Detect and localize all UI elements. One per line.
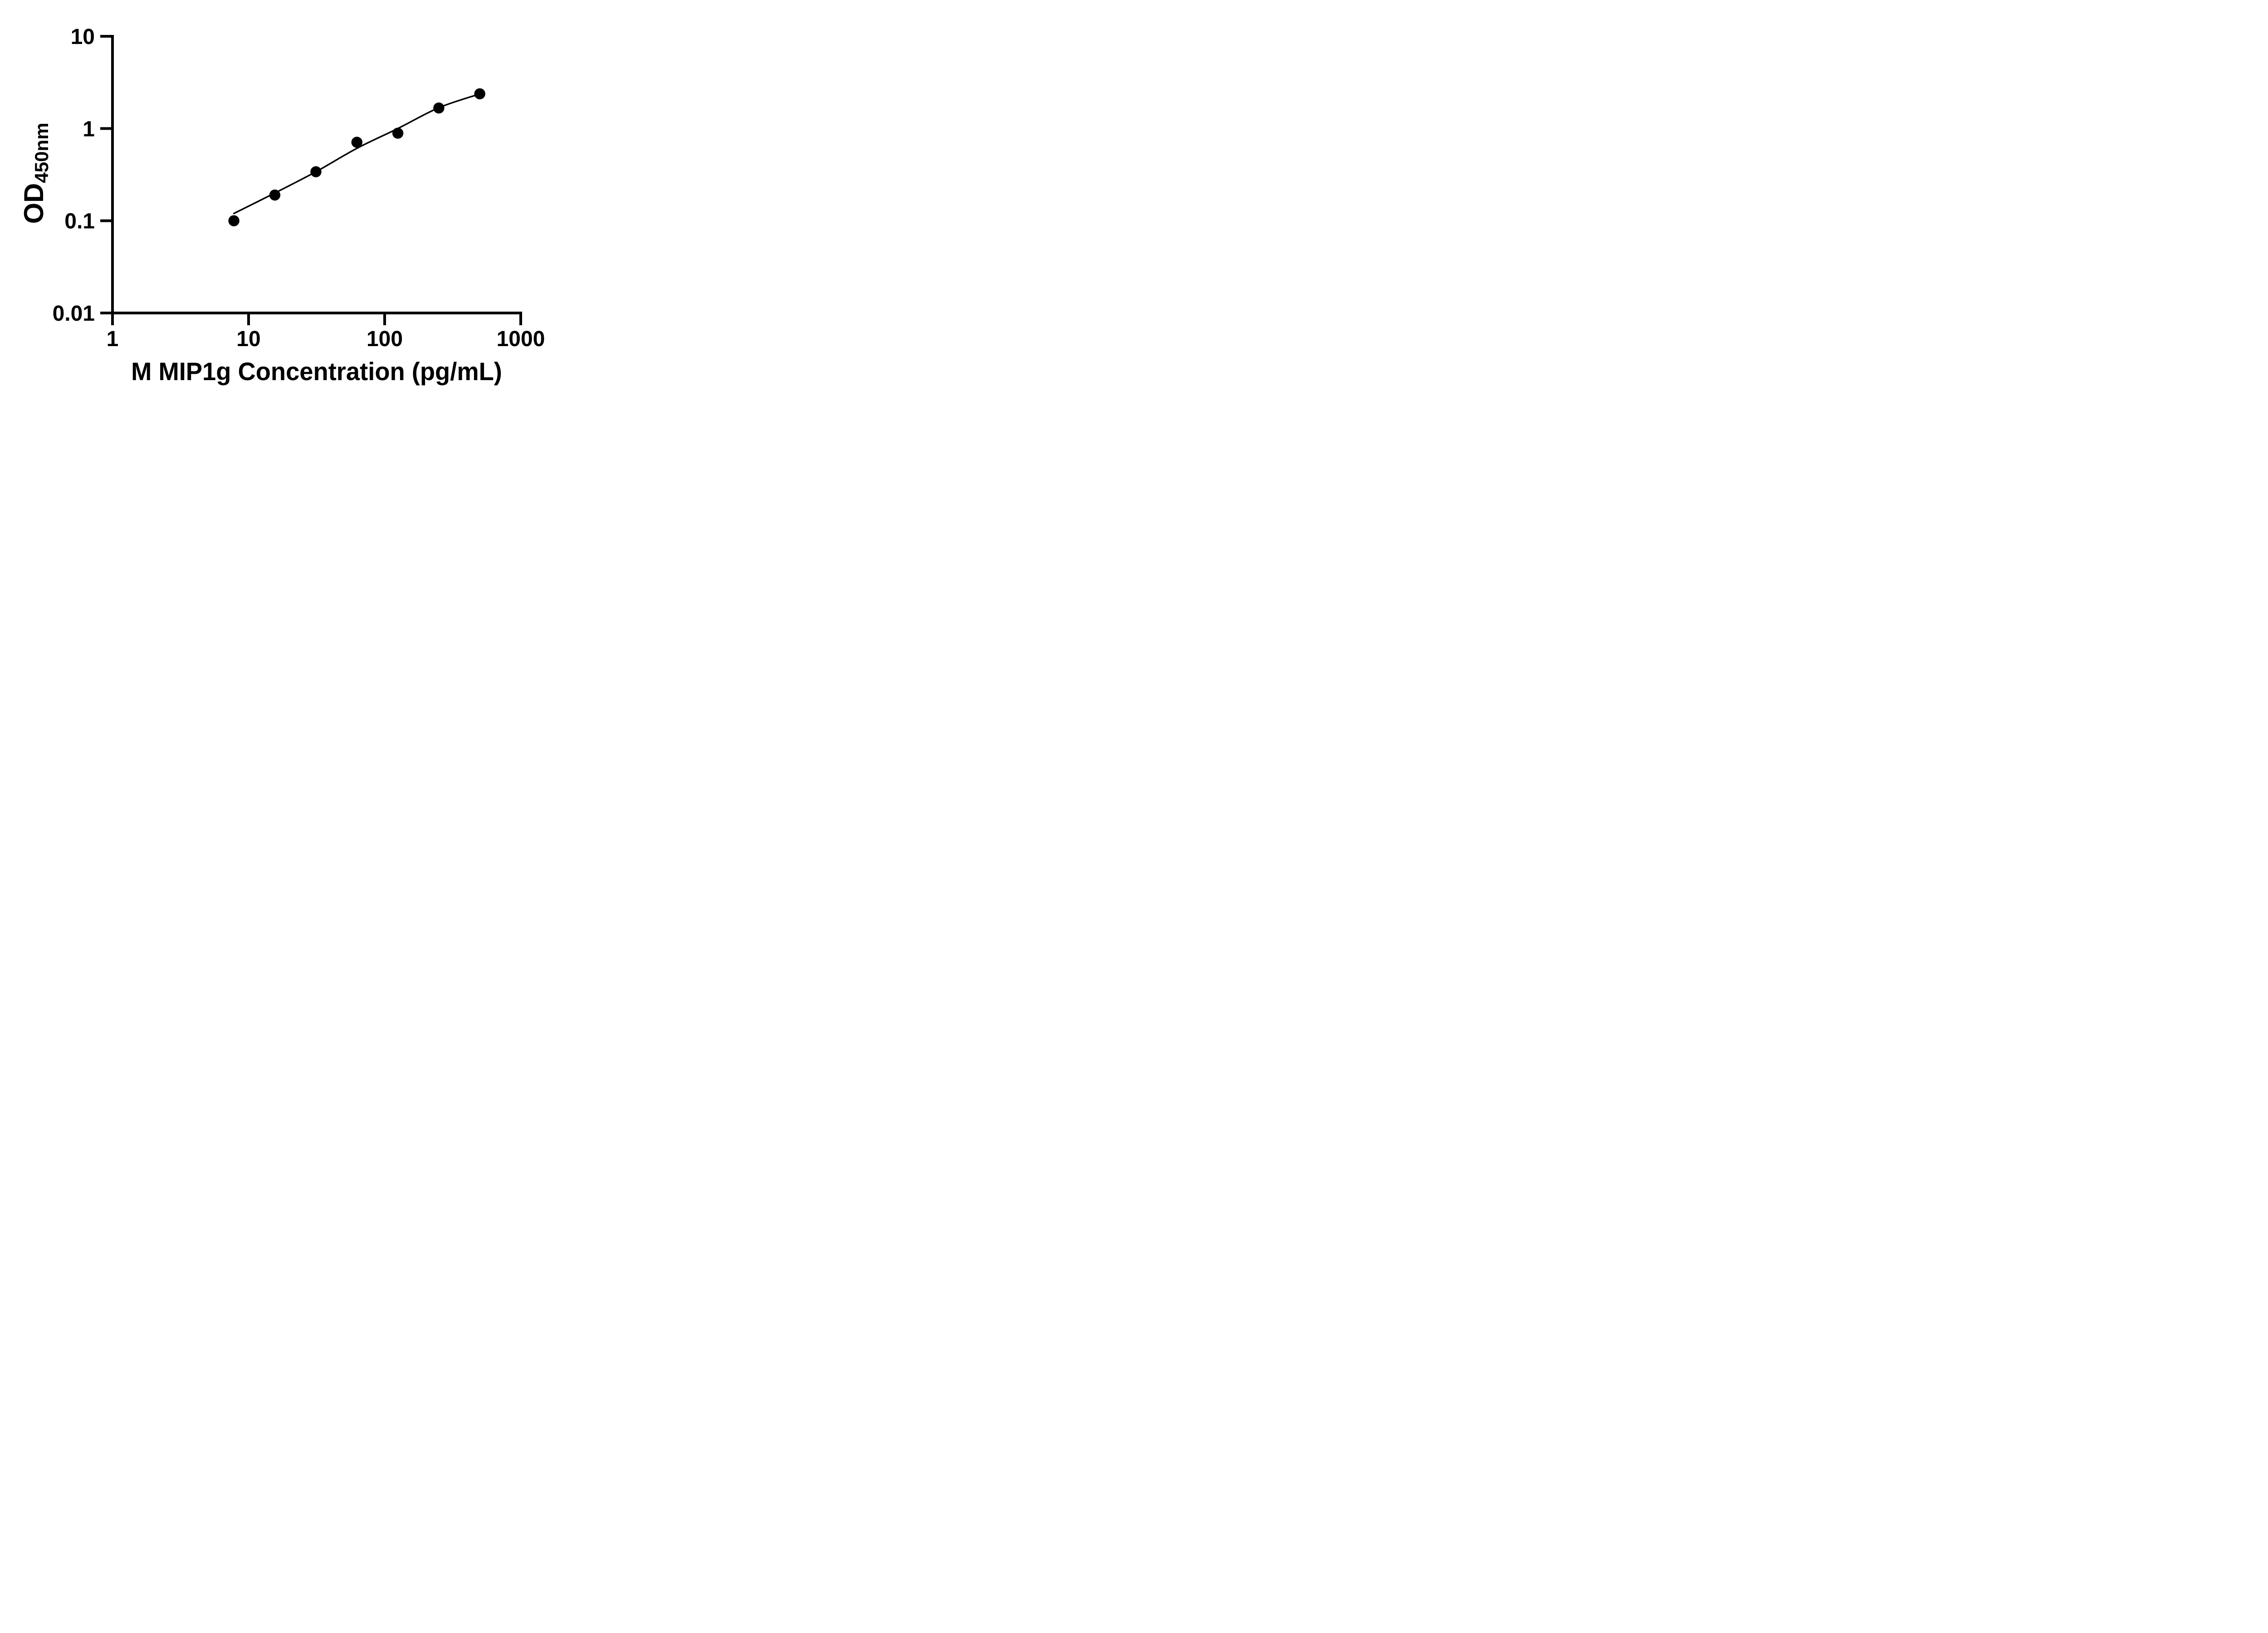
data-point [392, 127, 404, 139]
y-tick [100, 312, 111, 314]
data-point [474, 88, 485, 99]
data-point [433, 102, 445, 114]
data-point [351, 137, 362, 148]
y-tick [100, 127, 111, 130]
y-axis-line [111, 35, 114, 314]
x-tick-label: 100 [367, 327, 403, 351]
x-tick [247, 314, 250, 325]
x-tick [111, 314, 114, 325]
y-tick-label: 10 [71, 25, 95, 49]
x-tick-label: 10 [236, 327, 260, 351]
x-tick [519, 314, 522, 325]
y-tick [100, 35, 111, 38]
data-point [310, 166, 322, 177]
y-tick-label: 0.1 [64, 210, 95, 234]
y-tick-label: 1 [83, 117, 95, 141]
x-axis-title: M MIP1g Concentration (pg/mL) [131, 357, 502, 386]
plot-area: 10 1 0.1 0.01 1 10 100 1000 [53, 25, 545, 351]
x-tick [383, 314, 386, 325]
elisa-standard-curve-figure: OD450nm 10 1 0.1 0.01 1 10 100 1000 M MIP1g Con… [0, 0, 583, 408]
y-tick-label: 0.01 [53, 302, 95, 326]
data-point [228, 215, 240, 226]
x-tick-label: 1 [107, 327, 119, 351]
data-point [269, 189, 281, 201]
y-tick [100, 219, 111, 222]
x-tick-label: 1000 [497, 327, 545, 351]
x-axis-line [111, 312, 522, 314]
